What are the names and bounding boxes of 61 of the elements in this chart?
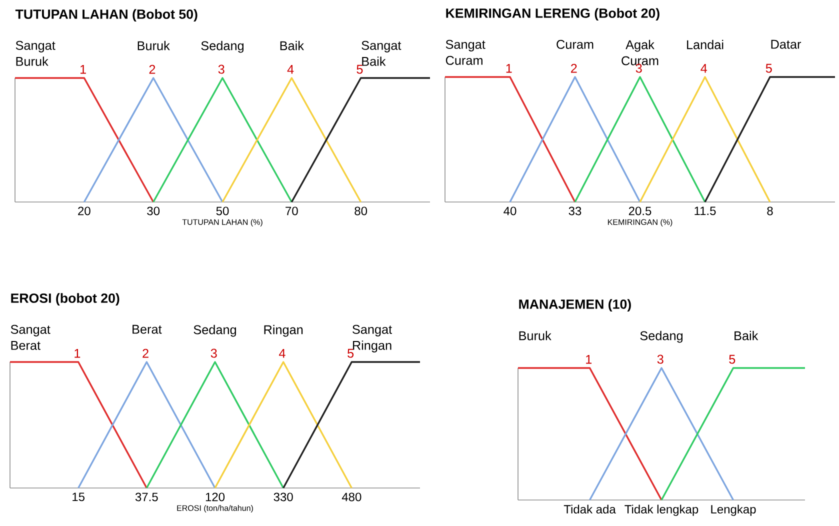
x-tick-label: 30: [147, 206, 160, 216]
annotation: 2: [570, 64, 577, 73]
x-tick-label: 11.5: [694, 206, 716, 216]
annotation: 1: [74, 349, 80, 358]
x-tick-label: 330: [274, 492, 293, 502]
series-label: Agak Curam: [622, 40, 658, 66]
annotation: 3: [210, 348, 217, 358]
x-tick-label: Lengkap: [711, 504, 756, 516]
x-tick-label: 40: [504, 206, 516, 216]
x-axis-title: KEMIRINGAN (%): [608, 219, 672, 226]
text: Baik: [280, 40, 304, 50]
text: Landai: [687, 40, 724, 50]
annotation: 3: [636, 64, 642, 73]
text: Sedang: [201, 40, 244, 53]
text: Baik: [734, 330, 758, 340]
series-label: Sangat Baik: [362, 40, 402, 66]
x-tick-label: 80: [354, 206, 368, 216]
x-tick-label: 8: [767, 206, 773, 216]
x-axis-title: TUTUPAN LAHAN (%): [182, 219, 262, 226]
series-label: Sangat Berat: [10, 324, 50, 350]
x-tick-label: 20: [78, 206, 90, 216]
annotation: 4: [700, 64, 708, 73]
text: Curam: [556, 40, 594, 49]
annotation: 2: [149, 64, 156, 74]
annotation: 5: [356, 64, 363, 74]
annotation: 3: [657, 354, 664, 364]
text: Ringan: [264, 324, 303, 337]
annotation: 5: [348, 348, 354, 358]
chart-title: MANAJEMEN (10): [519, 299, 631, 312]
x-tick-label: 20.5: [628, 206, 652, 216]
annotation: 3: [218, 64, 224, 74]
text: Sedang: [194, 324, 236, 337]
chart-title: KEMIRINGAN LERENG (Bobot 20): [446, 8, 660, 21]
annotation: 2: [142, 348, 148, 358]
text: Datar: [771, 40, 802, 49]
annotation: 4: [287, 65, 294, 74]
x-tick-label: Tidak lengkap: [624, 504, 698, 516]
x-tick-label: 33: [568, 206, 582, 216]
annotation: 5: [729, 354, 736, 364]
text: Berat: [132, 324, 162, 334]
annotation: 1: [80, 65, 86, 74]
series-label: Sangat Buruk: [16, 40, 56, 66]
x-tick-label: Tidak ada: [564, 504, 616, 514]
x-tick-label: 70: [286, 206, 298, 216]
chart-title: EROSI (bobot 20): [11, 293, 120, 306]
x-tick-label: 37.5: [135, 492, 158, 502]
chart-title: TUTUPAN LAHAN (Bobot 50): [15, 9, 198, 22]
x-tick-label: 480: [342, 492, 362, 502]
x-tick-label: 120: [206, 492, 225, 502]
annotation: 5: [766, 64, 772, 73]
text: Buruk: [519, 330, 552, 340]
annotation: 4: [278, 349, 286, 358]
text: Sedang: [640, 330, 683, 343]
series-label: Sangat Curam: [446, 40, 486, 65]
text: Buruk: [138, 40, 170, 50]
annotation: 1: [506, 64, 512, 73]
x-axis-title: EROSI (ton/ha/tahun): [177, 505, 253, 512]
annotation: 1: [586, 355, 592, 364]
series-label: Sangat Ringan: [352, 324, 392, 352]
x-tick-label: 50: [216, 206, 229, 216]
x-tick-label: 15: [72, 492, 85, 502]
